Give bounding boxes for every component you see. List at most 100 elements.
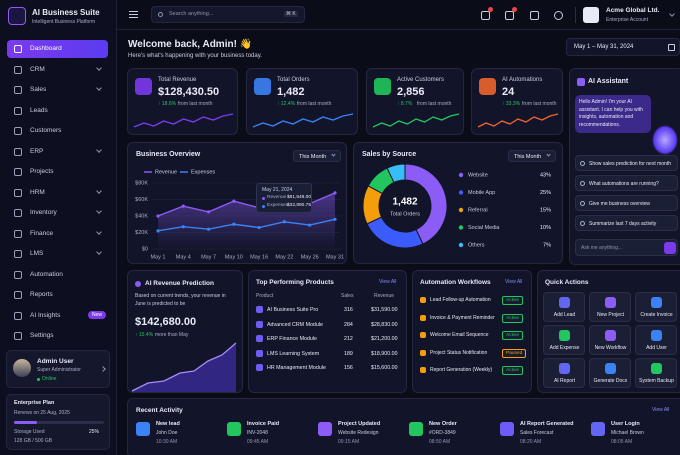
nav-icon <box>14 188 22 197</box>
storage-percent: 25% <box>89 429 100 435</box>
donut-center-label: Total Orders <box>390 211 420 217</box>
nav-item[interactable]: Automation <box>7 266 108 284</box>
donut-chart: Website 43% Mobile App 25% Referral 15% Social… <box>362 163 551 249</box>
account-logo <box>583 7 599 23</box>
workflow-icon <box>420 332 426 338</box>
nav-item[interactable]: Dashboard <box>7 40 108 58</box>
suggestion[interactable]: Show sales prediction for next month <box>575 155 678 171</box>
nav-icon <box>14 147 22 156</box>
nav-label: Finance <box>30 229 54 237</box>
quick-action[interactable]: New Project <box>589 292 631 322</box>
nav-icon <box>14 270 22 279</box>
nav-item[interactable]: CRM <box>7 61 108 79</box>
search-box[interactable]: Search anything... ⌘ K <box>151 6 305 23</box>
quick-action[interactable]: Add Lead <box>543 292 585 322</box>
column-header: Sales <box>341 293 354 299</box>
prediction-graphic <box>131 342 237 392</box>
view-all[interactable]: View All <box>652 407 670 413</box>
donut-segment <box>386 163 406 184</box>
legend-dot <box>458 172 464 178</box>
calendar-icon <box>668 44 675 51</box>
product-revenue: $31,590.00 <box>371 307 398 313</box>
workflow-icon <box>420 367 426 373</box>
topbar-icon[interactable] <box>505 11 514 20</box>
quick-actions-card: Quick Actions Add Lead New Project Create I… <box>537 270 680 393</box>
nav-label: Projects <box>30 168 54 175</box>
nav-item[interactable]: Sales <box>7 81 108 99</box>
quick-action[interactable]: Create Invoice <box>635 292 677 322</box>
sales-source-card: Sales by Source This Month Website 43% Mobil… <box>353 142 563 264</box>
quick-action[interactable]: System Backup <box>635 358 677 388</box>
x-tick-label: May 10 <box>225 254 243 260</box>
chevron <box>96 85 102 91</box>
suggestion[interactable]: Give me business overview <box>575 195 678 211</box>
nav-item[interactable]: HRM <box>7 184 108 202</box>
suggestion-text: Summarize last 7 days activity <box>589 220 657 227</box>
sparkline <box>477 113 559 128</box>
activity-detail: INV-2048 <box>247 430 268 436</box>
date-range[interactable]: May 1 – May 31, 2024 <box>566 38 680 56</box>
nav-item[interactable]: LMS <box>7 245 108 263</box>
notification-dot <box>512 7 517 12</box>
view-all[interactable]: View All <box>505 279 523 285</box>
business-overview-card: Business Overview This Month Revenue Expens… <box>127 142 347 264</box>
legend-label: Mobile App <box>468 190 495 196</box>
topbar-icon[interactable] <box>554 11 563 20</box>
assistant-input[interactable]: Ask me anything... <box>575 239 678 256</box>
user-name: Admin User <box>37 358 74 365</box>
chevron <box>96 146 102 153</box>
panel-title: Quick Actions <box>545 279 589 286</box>
nav-item[interactable]: AI Insights New <box>7 307 108 325</box>
quick-action-icon <box>651 363 662 374</box>
x-tick-label: May 1 <box>151 254 166 260</box>
prediction-change: ↑ 15.4% <box>135 332 154 338</box>
suggestion[interactable]: Summarize last 7 days activity <box>575 215 678 231</box>
quick-action[interactable]: Generate Docs <box>589 358 631 388</box>
view-all[interactable]: View All <box>379 279 397 285</box>
chevron <box>669 11 675 17</box>
nav-item[interactable]: Customers <box>7 122 108 140</box>
activity-title: New Order <box>429 421 457 427</box>
menu-bar <box>129 17 138 18</box>
shortcut: ⌘ K <box>284 11 298 17</box>
x-tick-label: May 31 <box>326 254 344 260</box>
kpi-card: AI Automations 24 ↑ 33.3% from last month <box>471 68 563 135</box>
nav-item[interactable]: ERP <box>7 143 108 161</box>
value-label: 7% <box>543 242 551 248</box>
topbar-icon[interactable] <box>481 11 490 20</box>
point <box>206 210 211 214</box>
nav-label: Automation <box>30 270 63 278</box>
nav-item[interactable]: Projects <box>7 163 108 181</box>
nav-item[interactable]: Inventory <box>7 204 108 222</box>
quick-action[interactable]: New Workflow <box>589 325 631 355</box>
kpi-card: Active Customers 2,856 ↑ 8.7% from last mon… <box>366 68 464 135</box>
activity-icon <box>227 422 241 436</box>
point <box>156 214 160 218</box>
kpi-change-note: from last month <box>522 101 557 107</box>
chevron <box>96 249 102 255</box>
kpi-icon <box>374 78 391 95</box>
nav-item[interactable]: Settings <box>7 327 108 345</box>
suggestion[interactable]: What automations are running? <box>575 175 678 191</box>
workflow-status: Active <box>502 366 524 375</box>
quick-action[interactable]: AI Report <box>543 358 585 388</box>
product-name: ERP Finance Module <box>267 336 317 342</box>
nav-item[interactable]: Leads <box>7 102 108 120</box>
nav-item[interactable]: Finance <box>7 225 108 243</box>
nav-label: Reports <box>30 291 53 298</box>
nav-item[interactable]: Reports <box>7 286 108 304</box>
user-status: Online <box>42 376 57 382</box>
send-button[interactable] <box>664 242 676 254</box>
panel-title: Recent Activity <box>136 407 183 414</box>
x-tick-label: May 7 <box>201 254 216 260</box>
quick-action[interactable]: Add Expense <box>543 325 585 355</box>
quick-action[interactable]: Add User <box>635 325 677 355</box>
sparkline-line <box>252 113 354 128</box>
status-dot <box>37 378 40 381</box>
dropdown-label: This Month <box>299 153 327 160</box>
topbar-icon[interactable] <box>530 11 539 20</box>
workflow-status: Paused <box>502 348 527 358</box>
nav-label: ERP <box>30 147 44 155</box>
dropdown[interactable]: This Month <box>508 150 556 162</box>
dropdown[interactable]: This Month <box>293 150 341 162</box>
